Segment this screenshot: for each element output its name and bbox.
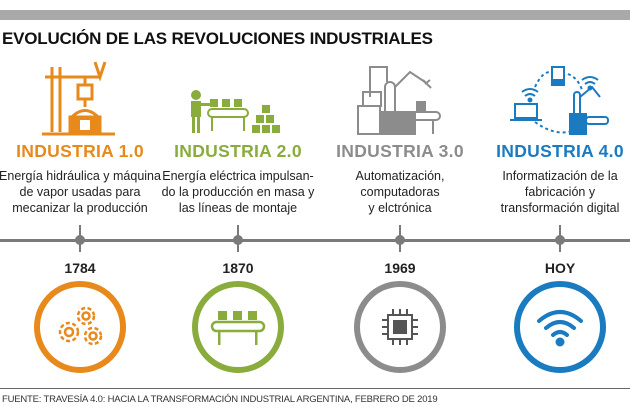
stage-label: INDUSTRIA 1.0 bbox=[16, 141, 144, 161]
stage-description: Energía eléctrica impulsan- do la produc… bbox=[153, 168, 323, 216]
desc-line: Energía eléctrica impulsan- bbox=[162, 169, 314, 183]
stage-description: Energía hidráulica y máquina de vapor us… bbox=[0, 168, 165, 216]
desc-line: transformación digital bbox=[500, 201, 620, 215]
timeline-dot bbox=[555, 235, 565, 245]
page-title: EVOLUCIÓN DE LAS REVOLUCIONES INDUSTRIAL… bbox=[2, 29, 433, 48]
year-label: 1784 bbox=[64, 260, 96, 276]
stage-industria-4: INDUSTRIA 4.0 Informatización de la fabr… bbox=[475, 55, 630, 216]
assembly-worker-icon bbox=[153, 55, 323, 137]
year-label: HOY bbox=[544, 260, 576, 276]
stage-industria-2: INDUSTRIA 2.0 Energía eléctrica impulsan… bbox=[153, 55, 323, 216]
connected-factory-icon bbox=[475, 55, 630, 137]
gears-icon bbox=[58, 306, 103, 346]
robot-arm-icon bbox=[315, 55, 485, 137]
wifi-badge bbox=[514, 281, 606, 373]
conveyor-badge bbox=[192, 281, 284, 373]
source-footer: FUENTE: TRAVESÍA 4.0: HACIA LA TRANSFORM… bbox=[2, 394, 438, 405]
desc-line: de vapor usadas para bbox=[19, 185, 141, 199]
desc-line: Energía hidráulica y máquina bbox=[0, 169, 161, 183]
steam-engine-icon bbox=[0, 55, 165, 137]
desc-line: las líneas de montaje bbox=[178, 201, 298, 215]
stage-label: INDUSTRIA 2.0 bbox=[174, 141, 302, 161]
year-label: 1969 bbox=[384, 260, 416, 276]
wifi-icon bbox=[537, 310, 583, 347]
timeline-line bbox=[0, 239, 630, 242]
timeline-dot bbox=[395, 235, 405, 245]
desc-line: mecanizar la producción bbox=[12, 201, 148, 215]
desc-line: computadoras bbox=[360, 185, 440, 199]
stage-description: Informatización de la fabricación y tran… bbox=[475, 168, 630, 216]
top-bar bbox=[0, 10, 630, 20]
desc-line: y elctrónica bbox=[368, 201, 432, 215]
chip-badge bbox=[354, 281, 446, 373]
desc-line: Automatización, bbox=[355, 169, 445, 183]
stage-label: INDUSTRIA 4.0 bbox=[496, 141, 624, 161]
footer-divider bbox=[0, 388, 630, 389]
stage-industria-1: INDUSTRIA 1.0 Energía hidráulica y máqui… bbox=[0, 55, 165, 216]
desc-line: do la producción en masa y bbox=[161, 185, 315, 199]
year-label: 1870 bbox=[222, 260, 254, 276]
desc-line: Informatización de la bbox=[502, 169, 618, 183]
chip-icon bbox=[382, 309, 418, 345]
desc-line: fabricación y bbox=[524, 185, 596, 199]
timeline-dot bbox=[233, 235, 243, 245]
stage-label: INDUSTRIA 3.0 bbox=[336, 141, 464, 161]
stage-industria-3: INDUSTRIA 3.0 Automatización, computador… bbox=[315, 55, 485, 216]
timeline-dot bbox=[75, 235, 85, 245]
conveyor-icon bbox=[210, 311, 266, 345]
stage-description: Automatización, computadoras y elctrónic… bbox=[315, 168, 485, 216]
gears-badge bbox=[34, 281, 126, 373]
